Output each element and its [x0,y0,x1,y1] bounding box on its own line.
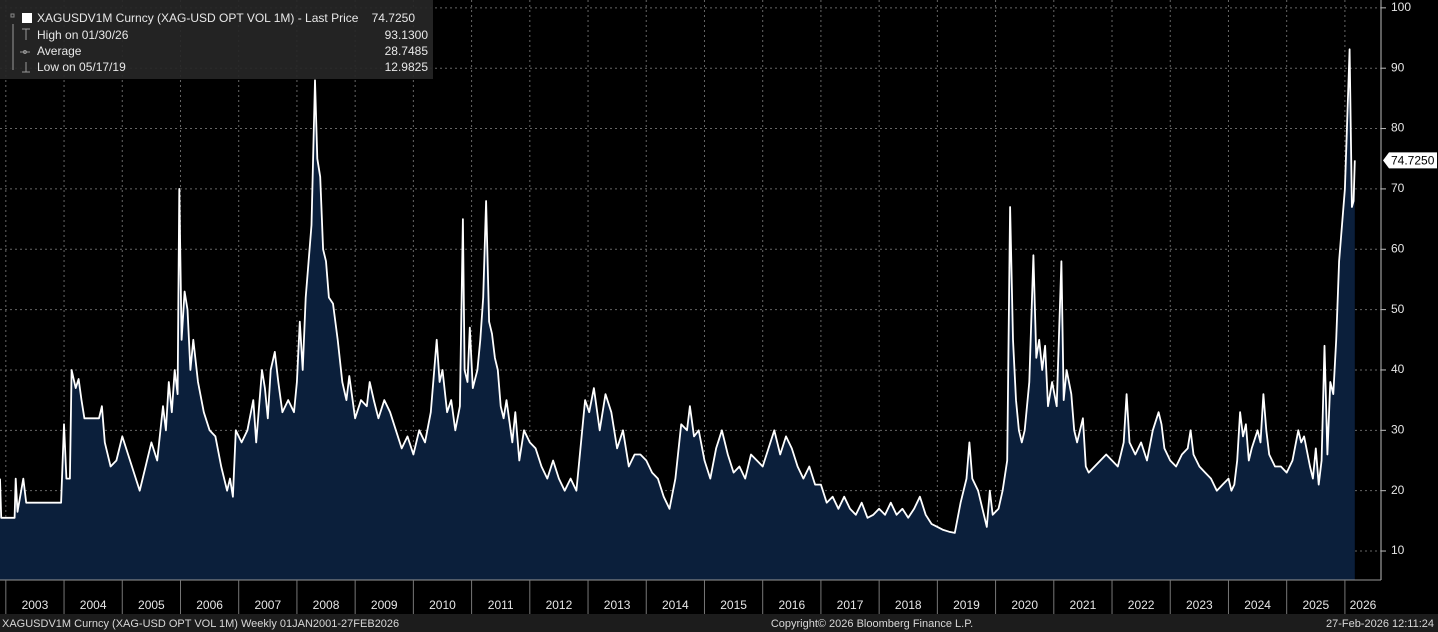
last-price-badge [1383,152,1437,169]
y-tick-label: 80 [1391,121,1405,135]
x-tick-label: 2011 [488,598,514,612]
last-price-label: 74.7250 [1391,154,1435,168]
legend-row-value: 12.9825 [385,60,429,74]
y-tick-label: 10 [1391,543,1405,557]
y-tick-label: 40 [1391,362,1405,376]
legend-row-value: 28.7485 [385,44,429,58]
legend-row-label: Low on 05/17/19 [37,60,126,74]
x-tick-label: 2004 [80,598,107,612]
x-tick-label: 2025 [1302,598,1329,612]
x-tick-label: 2012 [546,598,573,612]
legend: XAGUSDV1M Curncy (XAG-USD OPT VOL 1M) - … [0,0,433,79]
x-tick-label: 2016 [778,598,805,612]
x-tick-label: 2009 [371,598,398,612]
legend-row-value: 93.1300 [385,28,429,42]
legend-last-price: 74.7250 [372,11,416,25]
x-tick-label: 2023 [1186,598,1213,612]
y-tick-label: 60 [1391,241,1405,255]
x-tick-label: 2017 [837,598,864,612]
y-tick-label: 100 [1391,0,1411,14]
x-tick-label: 2021 [1070,598,1097,612]
x-tick-label: 2019 [953,598,980,612]
x-tick-label: 2015 [720,598,747,612]
x-tick-label: 2018 [895,598,922,612]
legend-toggle [10,13,15,18]
x-tick-label: 2022 [1128,598,1155,612]
x-tick-label: 2007 [254,598,281,612]
x-tick-label: 2006 [196,598,223,612]
x-tick-label: 2026 [1350,598,1377,612]
footer-center: Copyright© 2026 Bloomberg Finance L.P. [771,618,973,630]
footer-left: XAGUSDV1M Curncy (XAG-USD OPT VOL 1M) We… [2,618,399,630]
y-tick-label: 50 [1391,302,1405,316]
legend-swatch [22,13,32,23]
legend-box [0,0,433,79]
x-tick-label: 2010 [429,598,456,612]
x-tick-label: 2020 [1011,598,1038,612]
legend-row-label: Average [37,44,82,58]
line [0,48,1356,534]
y-tick-label: 30 [1391,422,1405,436]
y-tick-label: 20 [1391,483,1405,497]
legend-row-label: High on 01/30/26 [37,28,129,42]
area [0,49,1355,581]
legend-icons [12,24,30,73]
x-axis-bar [0,580,1438,614]
x-tick-label: 2014 [662,598,689,612]
y-tick-label: 90 [1391,60,1405,74]
legend-title: XAGUSDV1M Curncy (XAG-USD OPT VOL 1M) - … [37,11,359,25]
y-tick-label: 70 [1391,181,1405,195]
footer-right: 27-Feb-2026 12:11:24 [1326,618,1434,630]
x-tick-label: 2024 [1244,598,1271,612]
x-tick-label: 2008 [313,598,340,612]
x-tick-label: 2005 [138,598,165,612]
x-tick-label: 2003 [22,598,49,612]
footer-bar [0,614,1438,632]
x-tick-label: 2013 [604,598,631,612]
